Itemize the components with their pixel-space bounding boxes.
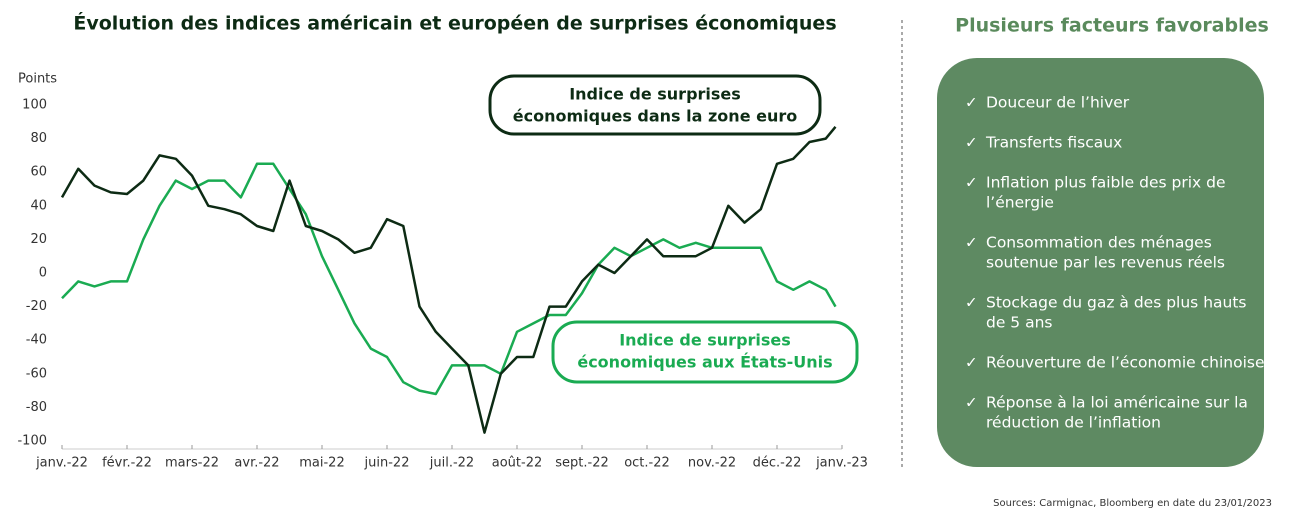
annotation-text: Indice de surprises bbox=[569, 85, 741, 104]
x-tick-label: nov.-22 bbox=[688, 456, 736, 471]
y-tick-label: -20 bbox=[26, 299, 47, 314]
y-tick-label: -40 bbox=[26, 333, 47, 348]
panel-item: l’énergie bbox=[986, 194, 1054, 212]
y-tick-label: 80 bbox=[30, 131, 47, 146]
annotation-text: Indice de surprises bbox=[619, 331, 791, 350]
y-tick-label: -80 bbox=[26, 400, 47, 415]
check-icon: ✓ bbox=[965, 134, 978, 152]
check-icon: ✓ bbox=[965, 394, 978, 412]
y-tick-label: 40 bbox=[30, 198, 47, 213]
series-line bbox=[60, 126, 837, 434]
annotation-box bbox=[488, 74, 822, 136]
check-icon: ✓ bbox=[965, 294, 978, 312]
x-tick-label: mai-22 bbox=[299, 456, 344, 471]
x-tick-label: juil.-22 bbox=[429, 456, 474, 471]
panel-item: Consommation des ménages bbox=[986, 234, 1212, 252]
panel-item: Inflation plus faible des prix de bbox=[986, 174, 1226, 192]
check-icon: ✓ bbox=[965, 174, 978, 192]
y-axis-label: Points bbox=[18, 72, 57, 87]
x-tick-label: janv.-23 bbox=[815, 456, 868, 471]
panel-item: de 5 ans bbox=[986, 314, 1053, 332]
x-tick-label: janv.-22 bbox=[35, 456, 88, 471]
chart-title: Évolution des indices américain et europ… bbox=[73, 12, 836, 35]
x-tick-label: avr.-22 bbox=[234, 456, 279, 471]
x-tick-label: juin-22 bbox=[364, 456, 410, 471]
y-tick-label: 20 bbox=[30, 232, 47, 247]
panel-item: Douceur de l’hiver bbox=[986, 94, 1130, 112]
panel-item: Transferts fiscaux bbox=[985, 134, 1122, 152]
check-icon: ✓ bbox=[965, 94, 978, 112]
panel-item: Réponse à la loi américaine sur la bbox=[986, 394, 1248, 412]
annotation-text: économiques dans la zone euro bbox=[513, 107, 797, 126]
panel-item: Réouverture de l’économie chinoise bbox=[986, 354, 1265, 372]
x-tick-label: août-22 bbox=[492, 456, 543, 471]
x-tick-label: sept.-22 bbox=[555, 456, 609, 471]
x-tick-label: févr.-22 bbox=[102, 456, 152, 471]
panel-item: réduction de l’inflation bbox=[986, 414, 1161, 432]
source: Sources: Carmignac, Bloomberg en date du… bbox=[993, 498, 1272, 509]
x-tick-label: mars-22 bbox=[165, 456, 219, 471]
annotation-text: économiques aux États-Unis bbox=[577, 353, 832, 372]
panel-item: soutenue par les revenus réels bbox=[986, 254, 1225, 272]
panel-item: Stockage du gaz à des plus hauts bbox=[986, 294, 1247, 312]
panel-box bbox=[937, 58, 1264, 467]
x-tick-label: déc.-22 bbox=[753, 456, 802, 471]
y-tick-label: -100 bbox=[17, 434, 47, 449]
y-tick-label: 60 bbox=[30, 165, 47, 180]
panel-title: Plusieurs facteurs favorables bbox=[955, 15, 1269, 37]
y-tick-label: 100 bbox=[22, 98, 47, 113]
annotation-box bbox=[551, 320, 859, 384]
check-icon: ✓ bbox=[965, 354, 978, 372]
y-tick-label: 0 bbox=[39, 266, 47, 281]
y-tick-label: -60 bbox=[26, 366, 47, 381]
check-icon: ✓ bbox=[965, 234, 978, 252]
x-tick-label: oct.-22 bbox=[624, 456, 670, 471]
